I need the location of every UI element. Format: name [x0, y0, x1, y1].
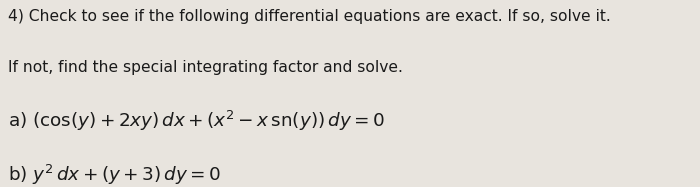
Text: If not, find the special integrating factor and solve.: If not, find the special integrating fac…: [8, 60, 403, 75]
Text: a) $(\cos(y) + 2xy)\,dx + (x^2 - x\,\mathrm{sn}(y))\,dy = 0$: a) $(\cos(y) + 2xy)\,dx + (x^2 - x\,\mat…: [8, 108, 385, 133]
Text: b) $y^2\,dx + (y+3)\,dy = 0$: b) $y^2\,dx + (y+3)\,dy = 0$: [8, 163, 221, 187]
Text: 4) Check to see if the following differential equations are exact. If so, solve : 4) Check to see if the following differe…: [8, 9, 611, 24]
